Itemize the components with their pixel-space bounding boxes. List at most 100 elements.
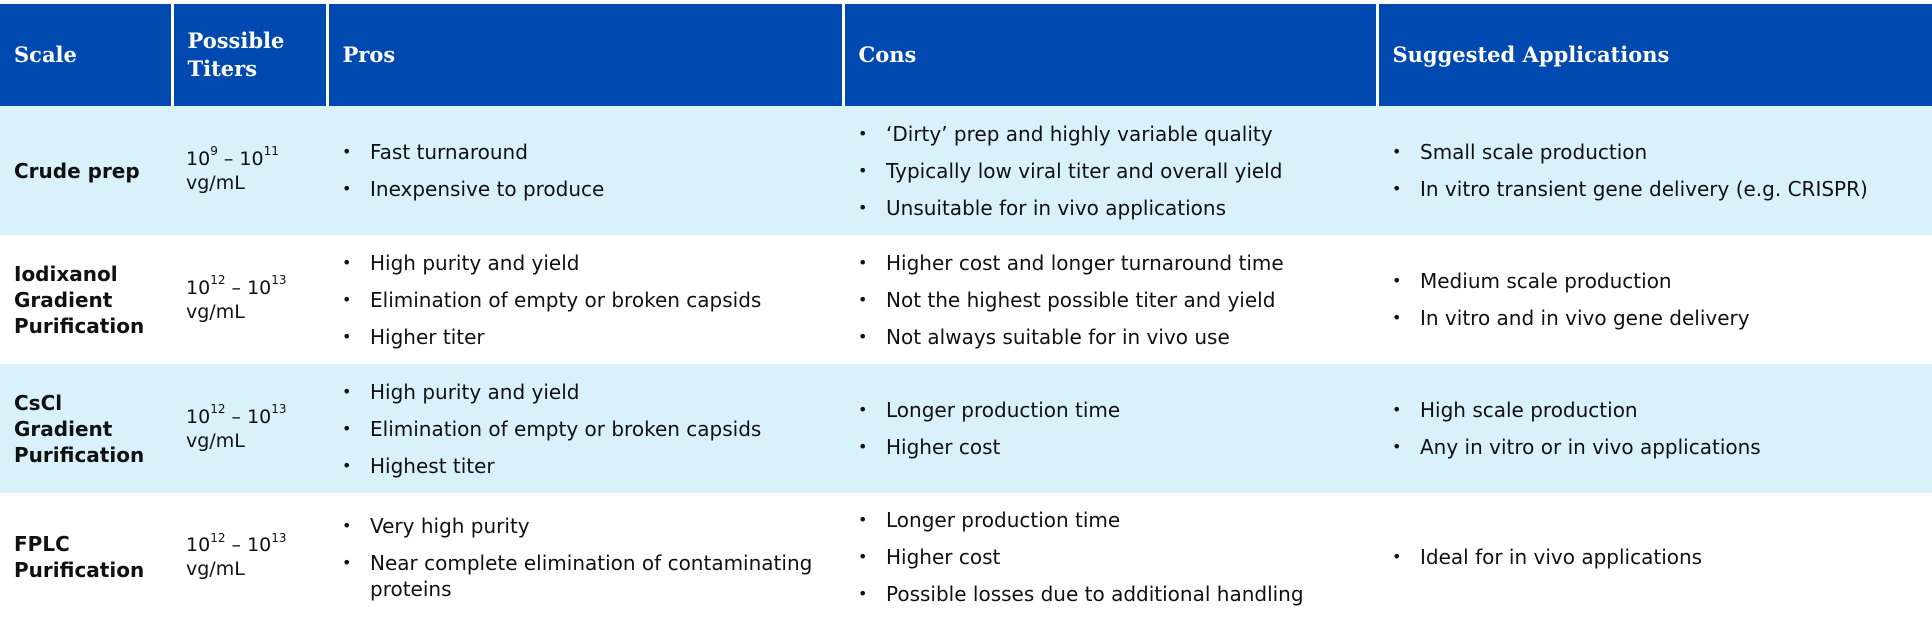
list-item: ‘Dirty’ prep and highly variable quality xyxy=(857,121,1363,147)
list-item: Higher cost and longer turnaround time xyxy=(857,250,1363,276)
header-cons: Cons xyxy=(843,4,1379,106)
titer-separator: – xyxy=(225,534,248,556)
titer-low-base: 10 xyxy=(186,276,211,299)
list-item: Longer production time xyxy=(857,397,1363,423)
applications-cell: Small scale production In vitro transient… xyxy=(1377,106,1932,235)
list-item: High purity and yield xyxy=(341,379,829,405)
cons-list: Higher cost and longer turnaround time No… xyxy=(857,250,1363,350)
applications-cell: Ideal for in vivo applications xyxy=(1377,493,1932,621)
list-item: Possible losses due to additional handli… xyxy=(857,581,1363,607)
titer-low-base: 10 xyxy=(186,405,211,428)
titer-unit: vg/mL xyxy=(186,171,245,194)
titer-range: 1012 – 1013 xyxy=(186,273,313,300)
list-item: Unsuitable for in vivo applications xyxy=(857,195,1363,221)
list-item: Small scale production xyxy=(1391,139,1918,165)
list-item: Elimination of empty or broken capsids xyxy=(341,287,829,313)
titer-range: 1012 – 1013 xyxy=(186,530,313,557)
list-item: Ideal for in vivo applications xyxy=(1391,544,1918,570)
list-item: Longer production time xyxy=(857,507,1363,533)
list-item: Very high purity xyxy=(341,513,829,539)
cons-cell: ‘Dirty’ prep and highly variable quality… xyxy=(843,106,1377,235)
list-item: In vitro transient gene delivery (e.g. C… xyxy=(1391,176,1918,202)
list-item: Near complete elimination of contaminati… xyxy=(341,550,829,602)
list-item: Highest titer xyxy=(341,453,829,479)
list-item: High purity and yield xyxy=(341,250,829,276)
pros-cell: Fast turnaround Inexpensive to produce xyxy=(327,106,843,235)
titer-separator: – xyxy=(225,276,248,299)
list-item: Medium scale production xyxy=(1391,268,1918,294)
header-suggested-applications: Suggested Applications xyxy=(1377,4,1932,106)
titer-high-base: 10 xyxy=(247,405,272,428)
cons-list: ‘Dirty’ prep and highly variable quality… xyxy=(857,121,1363,221)
cons-list: Longer production time Higher cost Possibl… xyxy=(857,507,1363,607)
titer-high-exponent: 13 xyxy=(271,273,287,288)
cons-cell: Longer production time Higher cost Possibl… xyxy=(843,493,1377,621)
titer-unit: vg/mL xyxy=(186,558,245,580)
cons-list: Longer production time Higher cost xyxy=(857,397,1363,460)
titer-high-base: 10 xyxy=(239,147,264,170)
titer-high-exponent: 13 xyxy=(271,402,287,417)
aav-purification-comparison-table: Scale Possible Titers Pros Cons Suggeste… xyxy=(0,4,1932,621)
titer-low-base: 10 xyxy=(186,147,211,170)
list-item: Any in vitro or in vivo applications xyxy=(1391,434,1918,460)
list-item: Not the highest possible titer and yield xyxy=(857,287,1363,313)
titer-cell: 1012 – 1013 vg/mL xyxy=(172,235,327,364)
list-item: Inexpensive to produce xyxy=(341,176,829,202)
table-row: CsCl Gradient Purification 1012 – 1013 vg/… xyxy=(0,364,1932,493)
titer-separator: – xyxy=(217,147,240,170)
list-item: Fast turnaround xyxy=(341,139,829,165)
list-item: Not always suitable for in vivo use xyxy=(857,324,1363,350)
pros-cell: High purity and yield Elimination of empt… xyxy=(327,364,843,493)
scale-cell: Iodixanol Gradient Purification xyxy=(0,235,172,364)
header-pros: Pros xyxy=(327,4,845,106)
list-item: Higher titer xyxy=(341,324,829,350)
header-possible-titers: Possible Titers xyxy=(172,4,329,106)
titer-cell: 109 – 1011 vg/mL xyxy=(172,106,327,235)
pros-list: High purity and yield Elimination of empt… xyxy=(341,250,829,350)
titer-high-base: 10 xyxy=(247,276,272,299)
titer-cell: 1012 – 1013 vg/mL xyxy=(172,364,327,493)
scale-cell: FPLC Purification xyxy=(0,493,172,621)
table-row: Iodixanol Gradient Purification 1012 – 10… xyxy=(0,235,1932,364)
applications-cell: High scale production Any in vitro or in … xyxy=(1377,364,1932,493)
titer-high-exponent: 13 xyxy=(271,530,287,545)
apps-list: High scale production Any in vitro or in … xyxy=(1391,397,1918,460)
applications-cell: Medium scale production In vitro and in v… xyxy=(1377,235,1932,364)
list-item: Elimination of empty or broken capsids xyxy=(341,416,829,442)
scale-cell: Crude prep xyxy=(0,106,172,235)
pros-list: Very high purity Near complete eliminatio… xyxy=(341,513,829,602)
scale-cell: CsCl Gradient Purification xyxy=(0,364,172,493)
table-header-row: Scale Possible Titers Pros Cons Suggeste… xyxy=(0,4,1932,106)
cons-cell: Higher cost and longer turnaround time No… xyxy=(843,235,1377,364)
titer-low-exponent: 12 xyxy=(210,530,226,545)
apps-list: Medium scale production In vitro and in v… xyxy=(1391,268,1918,331)
list-item: Higher cost xyxy=(857,434,1363,460)
titer-high-exponent: 11 xyxy=(263,144,279,159)
list-item: In vitro and in vivo gene delivery xyxy=(1391,305,1918,331)
titer-low-base: 10 xyxy=(186,534,211,556)
titer-unit: vg/mL xyxy=(186,300,245,323)
cons-cell: Longer production time Higher cost xyxy=(843,364,1377,493)
titer-high-base: 10 xyxy=(247,534,272,556)
titer-cell: 1012 – 1013 vg/mL xyxy=(172,493,327,621)
header-scale: Scale xyxy=(0,4,174,106)
titer-separator: – xyxy=(225,405,248,428)
titer-low-exponent: 9 xyxy=(210,144,218,159)
apps-list: Ideal for in vivo applications xyxy=(1391,544,1918,570)
pros-list: High purity and yield Elimination of empt… xyxy=(341,379,829,479)
titer-range: 109 – 1011 xyxy=(186,144,313,171)
list-item: High scale production xyxy=(1391,397,1918,423)
pros-cell: Very high purity Near complete eliminatio… xyxy=(327,493,843,621)
titer-low-exponent: 12 xyxy=(210,402,226,417)
list-item: Higher cost xyxy=(857,544,1363,570)
apps-list: Small scale production In vitro transient… xyxy=(1391,139,1918,202)
titer-range: 1012 – 1013 xyxy=(186,402,313,429)
pros-list: Fast turnaround Inexpensive to produce xyxy=(341,139,829,202)
titer-unit: vg/mL xyxy=(186,429,245,452)
titer-low-exponent: 12 xyxy=(210,273,226,288)
pros-cell: High purity and yield Elimination of empt… xyxy=(327,235,843,364)
list-item: Typically low viral titer and overall yi… xyxy=(857,158,1363,184)
